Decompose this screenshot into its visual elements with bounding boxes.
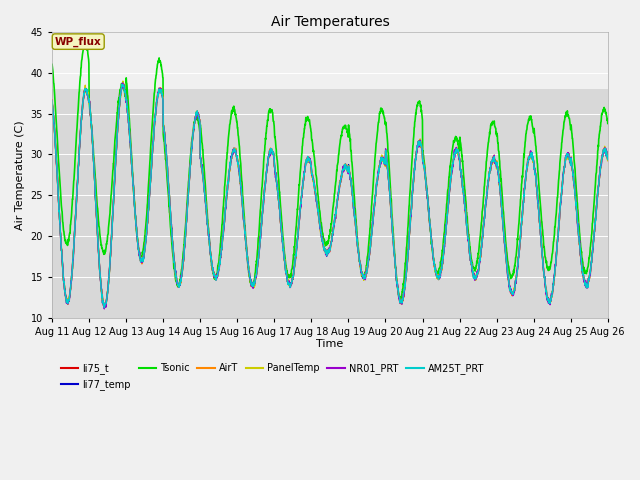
- AM25T_PRT: [346, 176, 354, 182]
- li77_temp: [100, 305, 108, 311]
- AirT: [556, 216, 563, 222]
- AirT: [204, 222, 211, 228]
- NR01_PRT: [492, 159, 500, 165]
- NR01_PRT: [358, 273, 366, 278]
- AirT: [571, 186, 579, 192]
- Tsonic: [48, 61, 56, 67]
- Line: PanelTemp: PanelTemp: [52, 81, 608, 307]
- li77_temp: [48, 98, 56, 104]
- PanelTemp: [492, 160, 500, 166]
- AM25T_PRT: [118, 82, 125, 87]
- li77_temp: [556, 217, 563, 223]
- li77_temp: [204, 220, 211, 226]
- li77_temp: [571, 185, 579, 191]
- Tsonic: [604, 120, 612, 126]
- NR01_PRT: [346, 176, 354, 182]
- Tsonic: [396, 297, 404, 302]
- Line: AM25T_PRT: AM25T_PRT: [52, 84, 608, 308]
- li77_temp: [604, 157, 612, 163]
- AM25T_PRT: [204, 221, 211, 227]
- PanelTemp: [204, 219, 211, 225]
- li77_temp: [119, 81, 127, 87]
- Line: Tsonic: Tsonic: [52, 42, 608, 300]
- li75_t: [100, 304, 108, 310]
- AirT: [358, 271, 366, 277]
- NR01_PRT: [604, 156, 612, 161]
- li75_t: [604, 156, 612, 162]
- PanelTemp: [358, 273, 366, 278]
- Tsonic: [82, 39, 90, 45]
- Line: AirT: AirT: [52, 84, 608, 308]
- Tsonic: [492, 125, 500, 131]
- Line: li75_t: li75_t: [52, 84, 608, 307]
- li75_t: [571, 185, 579, 191]
- Tsonic: [204, 211, 211, 216]
- li77_temp: [358, 272, 366, 278]
- li75_t: [556, 218, 563, 224]
- NR01_PRT: [119, 80, 127, 86]
- Tsonic: [556, 172, 563, 178]
- AM25T_PRT: [358, 271, 366, 277]
- AirT: [48, 97, 56, 103]
- li75_t: [204, 220, 211, 226]
- AM25T_PRT: [492, 159, 500, 165]
- AirT: [346, 174, 354, 180]
- Tsonic: [346, 138, 354, 144]
- Tsonic: [358, 274, 366, 279]
- Text: WP_flux: WP_flux: [55, 36, 102, 47]
- li75_t: [119, 81, 127, 87]
- Bar: [52, 32, 608, 89]
- PanelTemp: [556, 216, 563, 222]
- AM25T_PRT: [604, 156, 612, 162]
- NR01_PRT: [556, 217, 563, 223]
- AM25T_PRT: [100, 305, 108, 311]
- PanelTemp: [346, 176, 354, 181]
- NR01_PRT: [48, 98, 56, 104]
- X-axis label: Time: Time: [316, 339, 344, 349]
- PanelTemp: [119, 78, 127, 84]
- PanelTemp: [100, 304, 108, 310]
- AM25T_PRT: [571, 186, 579, 192]
- NR01_PRT: [571, 182, 579, 188]
- Y-axis label: Air Temperature (C): Air Temperature (C): [15, 120, 25, 230]
- NR01_PRT: [204, 221, 211, 227]
- NR01_PRT: [100, 306, 108, 312]
- AM25T_PRT: [556, 216, 563, 222]
- AirT: [119, 81, 127, 87]
- AirT: [100, 305, 108, 311]
- li75_t: [492, 159, 500, 165]
- Line: NR01_PRT: NR01_PRT: [52, 83, 608, 309]
- li75_t: [48, 97, 56, 103]
- li77_temp: [346, 177, 354, 182]
- li75_t: [346, 177, 354, 182]
- Line: li77_temp: li77_temp: [52, 84, 608, 308]
- li77_temp: [492, 159, 500, 165]
- Title: Air Temperatures: Air Temperatures: [271, 15, 389, 29]
- AirT: [492, 158, 500, 164]
- PanelTemp: [48, 98, 56, 104]
- PanelTemp: [571, 185, 579, 191]
- li75_t: [358, 273, 366, 278]
- Tsonic: [571, 163, 579, 168]
- AirT: [604, 158, 612, 164]
- AM25T_PRT: [48, 98, 56, 104]
- Legend: li75_t, li77_temp, Tsonic, AirT, PanelTemp, NR01_PRT, AM25T_PRT: li75_t, li77_temp, Tsonic, AirT, PanelTe…: [57, 360, 488, 394]
- PanelTemp: [604, 157, 612, 163]
